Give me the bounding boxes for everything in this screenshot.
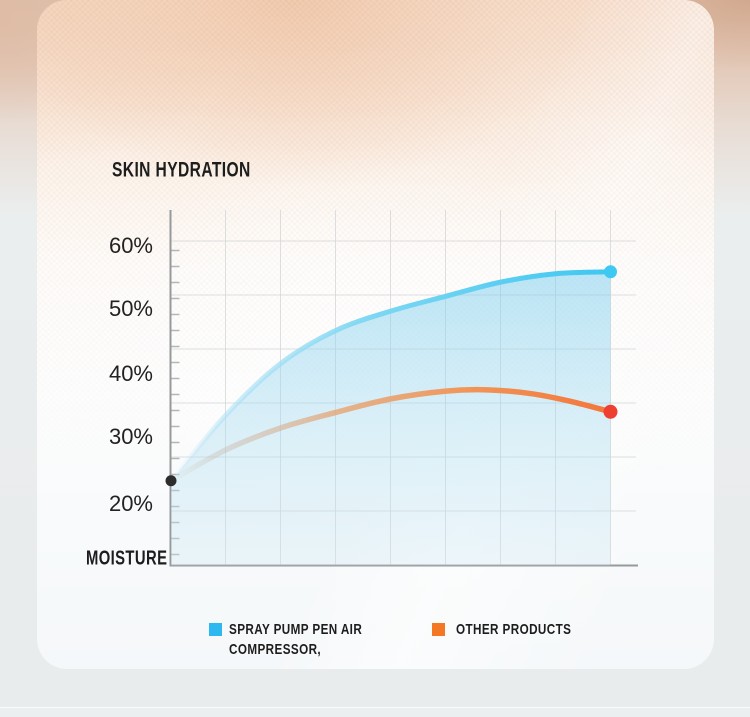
legend-swatch-spray-pump	[209, 623, 222, 636]
x-axis-label: MOISTURE	[86, 547, 168, 570]
legend-label-spray-pump: SPRAY PUMP PEN AIR COMPRESSOR,	[229, 621, 363, 658]
y-tick-30: 30%	[108, 424, 153, 449]
y-tick-20: 20%	[108, 491, 153, 516]
y-tick-40: 40%	[108, 361, 153, 386]
bottom-strip	[0, 707, 750, 717]
y-tick-60: 60%	[108, 233, 153, 258]
legend-swatch-other-products	[432, 623, 445, 636]
y-tick-50: 50%	[108, 296, 153, 321]
legend-label-other-products: OTHER PRODUCTS	[456, 621, 572, 638]
chart-title: SKIN HYDRATION	[112, 158, 251, 182]
